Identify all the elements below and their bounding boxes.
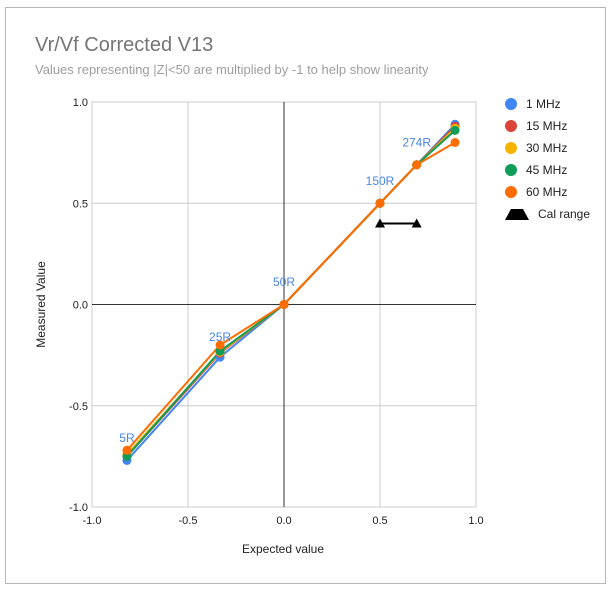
data-point-45-mhz [450, 125, 460, 135]
data-point-60-mhz [279, 300, 289, 309]
legend-dot-icon [505, 120, 517, 132]
data-point-60-mhz [375, 198, 385, 208]
x-tick-label: 1.0 [468, 515, 483, 527]
point-annotation: 5R [119, 431, 135, 445]
cal-range-marker [375, 218, 385, 228]
x-tick-label: 0.0 [276, 515, 291, 527]
x-tick-label: -1.0 [83, 515, 102, 527]
y-tick-label: 1.0 [73, 97, 88, 109]
legend-dot-icon [505, 186, 517, 198]
y-axis-title: Measured Value [34, 261, 48, 348]
legend-item: 1 MHz [505, 93, 590, 115]
series-line-60-mhz [126, 141, 456, 451]
x-axis-title: Expected value [242, 542, 324, 556]
point-annotation: 25R [209, 330, 231, 344]
legend-label: 60 MHz [526, 185, 568, 199]
legend-dot-icon [505, 98, 517, 110]
legend-item: 30 MHz [505, 137, 590, 159]
legend-item: 15 MHz [505, 115, 590, 137]
data-point-60-mhz [412, 160, 422, 170]
legend-label: 30 MHz [526, 141, 568, 155]
legend-item: 60 MHz [505, 181, 590, 203]
x-tick-label: 0.5 [372, 515, 387, 527]
legend-label: Cal range [538, 207, 591, 221]
y-tick-label: 0.5 [73, 198, 88, 210]
legend-item: 45 MHz [505, 159, 590, 181]
legend-label: 15 MHz [526, 119, 568, 133]
legend-triangle-icon [505, 208, 529, 220]
chart-title: Vr/Vf Corrected V13 [35, 34, 214, 56]
y-tick-label: -1.0 [69, 502, 88, 514]
chart-subtitle: Values representing |Z|<50 are multiplie… [35, 62, 429, 77]
y-tick-label: -0.5 [69, 401, 88, 413]
legend-dot-icon [505, 142, 517, 154]
point-annotation: 50R [273, 275, 295, 289]
legend-label: 1 MHz [526, 97, 561, 111]
cal-range-marker [411, 218, 422, 228]
legend-item: Cal range [505, 203, 590, 225]
point-annotation: 274R [402, 136, 431, 150]
data-point-60-mhz [215, 340, 225, 350]
point-annotation: 150R [366, 174, 395, 188]
y-tick-label: 0.0 [73, 300, 88, 312]
x-tick-label: -0.5 [179, 515, 198, 527]
series-line-45-mhz [126, 129, 456, 458]
data-point-60-mhz [450, 138, 460, 147]
legend-dot-icon [505, 164, 517, 176]
chart-legend: 1 MHz 15 MHz 30 MHz 45 MHz 60 MHz Cal range [505, 93, 590, 225]
legend-label: 45 MHz [526, 163, 568, 177]
data-point-60-mhz [122, 445, 132, 455]
